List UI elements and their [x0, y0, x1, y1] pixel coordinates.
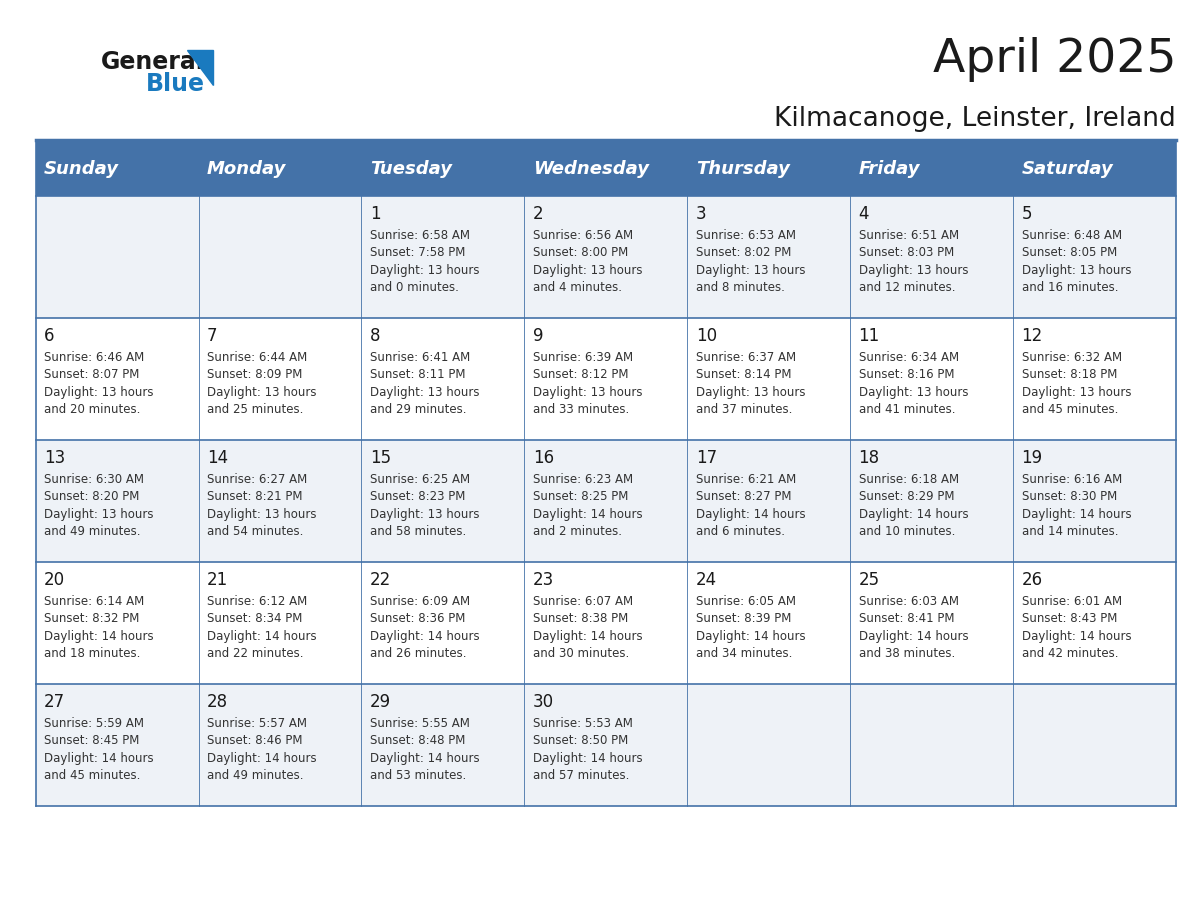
Text: 24: 24	[696, 571, 716, 589]
Text: Sunrise: 6:09 AM
Sunset: 8:36 PM
Daylight: 14 hours
and 26 minutes.: Sunrise: 6:09 AM Sunset: 8:36 PM Dayligh…	[369, 595, 480, 660]
Text: Sunrise: 6:05 AM
Sunset: 8:39 PM
Daylight: 14 hours
and 34 minutes.: Sunrise: 6:05 AM Sunset: 8:39 PM Dayligh…	[696, 595, 805, 660]
Text: 4: 4	[859, 205, 870, 223]
Text: 8: 8	[369, 327, 380, 345]
Text: Sunrise: 5:57 AM
Sunset: 8:46 PM
Daylight: 14 hours
and 49 minutes.: Sunrise: 5:57 AM Sunset: 8:46 PM Dayligh…	[207, 717, 316, 782]
Text: 6: 6	[44, 327, 55, 345]
Text: 3: 3	[696, 205, 707, 223]
Text: 30: 30	[532, 693, 554, 711]
Text: Monday: Monday	[207, 160, 286, 178]
Text: Sunrise: 6:32 AM
Sunset: 8:18 PM
Daylight: 13 hours
and 45 minutes.: Sunrise: 6:32 AM Sunset: 8:18 PM Dayligh…	[1022, 351, 1131, 416]
Bar	[36, 142, 1176, 196]
Text: 22: 22	[369, 571, 391, 589]
Text: Sunrise: 6:01 AM
Sunset: 8:43 PM
Daylight: 14 hours
and 42 minutes.: Sunrise: 6:01 AM Sunset: 8:43 PM Dayligh…	[1022, 595, 1131, 660]
Text: Sunrise: 6:34 AM
Sunset: 8:16 PM
Daylight: 13 hours
and 41 minutes.: Sunrise: 6:34 AM Sunset: 8:16 PM Dayligh…	[859, 351, 968, 416]
Text: 25: 25	[859, 571, 879, 589]
Text: General: General	[101, 50, 204, 74]
Text: 20: 20	[44, 571, 65, 589]
Text: Sunrise: 6:25 AM
Sunset: 8:23 PM
Daylight: 13 hours
and 58 minutes.: Sunrise: 6:25 AM Sunset: 8:23 PM Dayligh…	[369, 473, 479, 538]
Text: Wednesday: Wednesday	[532, 160, 649, 178]
Text: Sunrise: 6:37 AM
Sunset: 8:14 PM
Daylight: 13 hours
and 37 minutes.: Sunrise: 6:37 AM Sunset: 8:14 PM Dayligh…	[696, 351, 805, 416]
Text: 9: 9	[532, 327, 543, 345]
Text: 13: 13	[44, 449, 65, 467]
Text: Sunrise: 6:56 AM
Sunset: 8:00 PM
Daylight: 13 hours
and 4 minutes.: Sunrise: 6:56 AM Sunset: 8:00 PM Dayligh…	[532, 229, 643, 294]
Text: Sunrise: 6:46 AM
Sunset: 8:07 PM
Daylight: 13 hours
and 20 minutes.: Sunrise: 6:46 AM Sunset: 8:07 PM Dayligh…	[44, 351, 153, 416]
Text: Sunrise: 5:59 AM
Sunset: 8:45 PM
Daylight: 14 hours
and 45 minutes.: Sunrise: 5:59 AM Sunset: 8:45 PM Dayligh…	[44, 717, 153, 782]
Text: Sunrise: 6:16 AM
Sunset: 8:30 PM
Daylight: 14 hours
and 14 minutes.: Sunrise: 6:16 AM Sunset: 8:30 PM Dayligh…	[1022, 473, 1131, 538]
Bar	[36, 684, 1176, 806]
Text: Sunrise: 6:30 AM
Sunset: 8:20 PM
Daylight: 13 hours
and 49 minutes.: Sunrise: 6:30 AM Sunset: 8:20 PM Dayligh…	[44, 473, 153, 538]
Bar	[36, 196, 1176, 318]
Bar	[36, 562, 1176, 684]
Text: Sunrise: 6:23 AM
Sunset: 8:25 PM
Daylight: 14 hours
and 2 minutes.: Sunrise: 6:23 AM Sunset: 8:25 PM Dayligh…	[532, 473, 643, 538]
Text: Sunrise: 6:27 AM
Sunset: 8:21 PM
Daylight: 13 hours
and 54 minutes.: Sunrise: 6:27 AM Sunset: 8:21 PM Dayligh…	[207, 473, 316, 538]
Text: 12: 12	[1022, 327, 1043, 345]
Text: Sunrise: 5:53 AM
Sunset: 8:50 PM
Daylight: 14 hours
and 57 minutes.: Sunrise: 5:53 AM Sunset: 8:50 PM Dayligh…	[532, 717, 643, 782]
Text: 14: 14	[207, 449, 228, 467]
Text: Sunrise: 6:07 AM
Sunset: 8:38 PM
Daylight: 14 hours
and 30 minutes.: Sunrise: 6:07 AM Sunset: 8:38 PM Dayligh…	[532, 595, 643, 660]
Text: Sunrise: 6:21 AM
Sunset: 8:27 PM
Daylight: 14 hours
and 6 minutes.: Sunrise: 6:21 AM Sunset: 8:27 PM Dayligh…	[696, 473, 805, 538]
Text: Sunrise: 6:18 AM
Sunset: 8:29 PM
Daylight: 14 hours
and 10 minutes.: Sunrise: 6:18 AM Sunset: 8:29 PM Dayligh…	[859, 473, 968, 538]
Text: Sunday: Sunday	[44, 160, 119, 178]
Bar	[36, 440, 1176, 562]
Text: 15: 15	[369, 449, 391, 467]
Text: Sunrise: 6:44 AM
Sunset: 8:09 PM
Daylight: 13 hours
and 25 minutes.: Sunrise: 6:44 AM Sunset: 8:09 PM Dayligh…	[207, 351, 316, 416]
Text: 16: 16	[532, 449, 554, 467]
Text: Sunrise: 6:14 AM
Sunset: 8:32 PM
Daylight: 14 hours
and 18 minutes.: Sunrise: 6:14 AM Sunset: 8:32 PM Dayligh…	[44, 595, 153, 660]
Text: Sunrise: 6:48 AM
Sunset: 8:05 PM
Daylight: 13 hours
and 16 minutes.: Sunrise: 6:48 AM Sunset: 8:05 PM Dayligh…	[1022, 229, 1131, 294]
Text: Sunrise: 6:12 AM
Sunset: 8:34 PM
Daylight: 14 hours
and 22 minutes.: Sunrise: 6:12 AM Sunset: 8:34 PM Dayligh…	[207, 595, 316, 660]
Text: 2: 2	[532, 205, 543, 223]
Text: Friday: Friday	[859, 160, 920, 178]
Text: 27: 27	[44, 693, 65, 711]
Text: 29: 29	[369, 693, 391, 711]
Text: 11: 11	[859, 327, 880, 345]
Text: 26: 26	[1022, 571, 1043, 589]
Text: 21: 21	[207, 571, 228, 589]
Text: Sunrise: 5:55 AM
Sunset: 8:48 PM
Daylight: 14 hours
and 53 minutes.: Sunrise: 5:55 AM Sunset: 8:48 PM Dayligh…	[369, 717, 480, 782]
Text: Sunrise: 6:03 AM
Sunset: 8:41 PM
Daylight: 14 hours
and 38 minutes.: Sunrise: 6:03 AM Sunset: 8:41 PM Dayligh…	[859, 595, 968, 660]
Text: 5: 5	[1022, 205, 1032, 223]
Text: 19: 19	[1022, 449, 1043, 467]
Text: 23: 23	[532, 571, 554, 589]
Text: 10: 10	[696, 327, 716, 345]
Text: Thursday: Thursday	[696, 160, 790, 178]
Text: 18: 18	[859, 449, 879, 467]
Text: Kilmacanoge, Leinster, Ireland: Kilmacanoge, Leinster, Ireland	[775, 106, 1176, 131]
Text: Sunrise: 6:39 AM
Sunset: 8:12 PM
Daylight: 13 hours
and 33 minutes.: Sunrise: 6:39 AM Sunset: 8:12 PM Dayligh…	[532, 351, 643, 416]
Text: April 2025: April 2025	[933, 37, 1176, 82]
Text: Tuesday: Tuesday	[369, 160, 451, 178]
Text: 1: 1	[369, 205, 380, 223]
Text: 28: 28	[207, 693, 228, 711]
Text: Sunrise: 6:41 AM
Sunset: 8:11 PM
Daylight: 13 hours
and 29 minutes.: Sunrise: 6:41 AM Sunset: 8:11 PM Dayligh…	[369, 351, 479, 416]
Text: 7: 7	[207, 327, 217, 345]
Bar	[36, 318, 1176, 440]
Text: 17: 17	[696, 449, 716, 467]
Text: Saturday: Saturday	[1022, 160, 1113, 178]
Polygon shape	[187, 50, 213, 85]
Text: Sunrise: 6:58 AM
Sunset: 7:58 PM
Daylight: 13 hours
and 0 minutes.: Sunrise: 6:58 AM Sunset: 7:58 PM Dayligh…	[369, 229, 479, 294]
Text: Blue: Blue	[146, 72, 206, 95]
Text: Sunrise: 6:53 AM
Sunset: 8:02 PM
Daylight: 13 hours
and 8 minutes.: Sunrise: 6:53 AM Sunset: 8:02 PM Dayligh…	[696, 229, 805, 294]
Text: Sunrise: 6:51 AM
Sunset: 8:03 PM
Daylight: 13 hours
and 12 minutes.: Sunrise: 6:51 AM Sunset: 8:03 PM Dayligh…	[859, 229, 968, 294]
